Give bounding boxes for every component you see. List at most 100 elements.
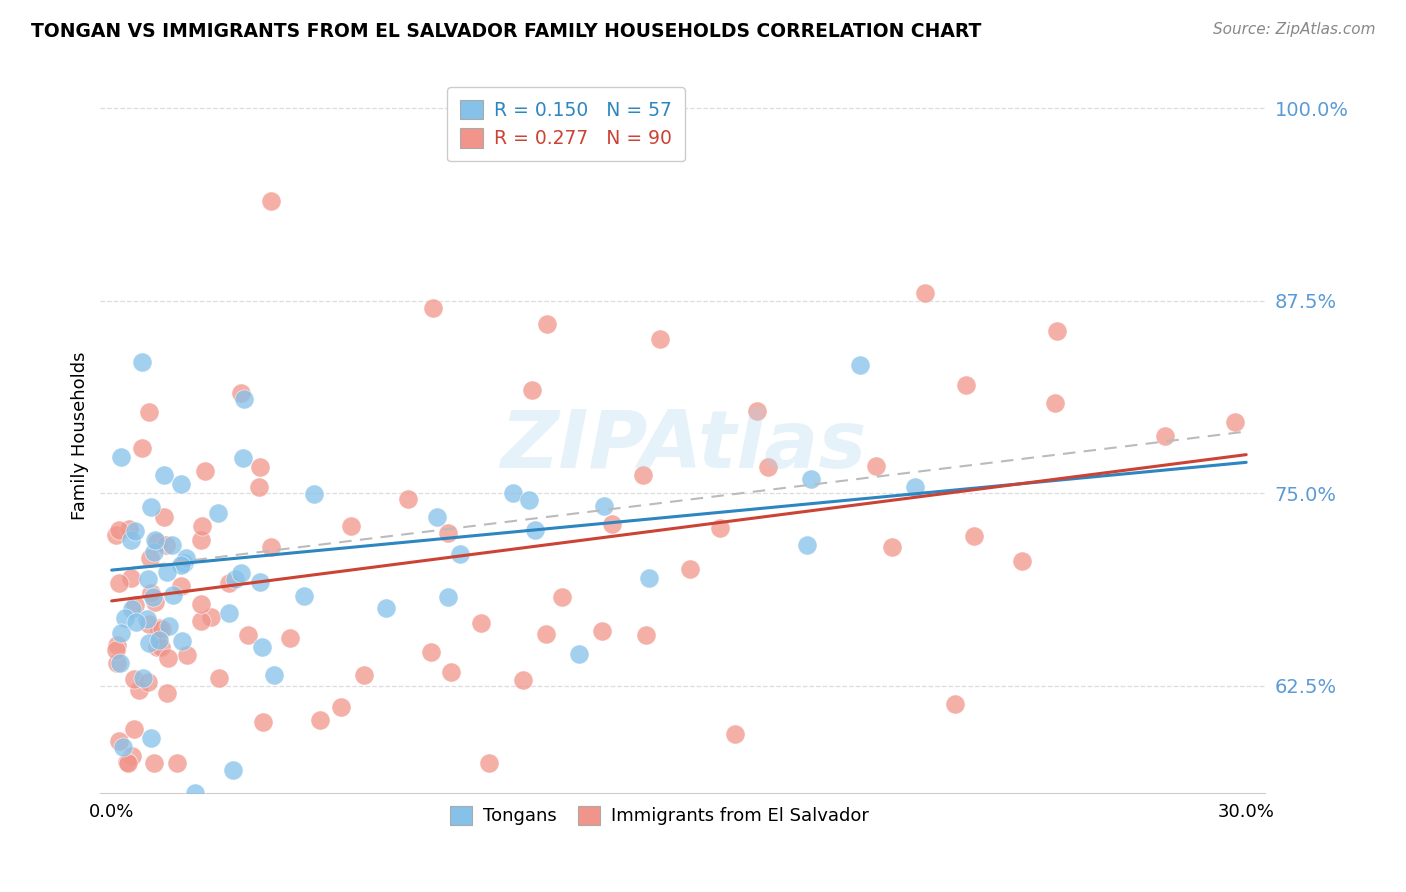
Y-axis label: Family Households: Family Households <box>72 351 89 520</box>
Point <box>224 572 246 586</box>
Point <box>141 731 163 745</box>
Point <box>190 597 212 611</box>
Point <box>440 665 463 679</box>
Point <box>249 459 271 474</box>
Point <box>437 590 460 604</box>
Point <box>136 612 159 626</box>
Point <box>124 598 146 612</box>
Point <box>131 442 153 456</box>
Point <box>478 756 501 770</box>
Point <box>849 358 872 372</box>
Point <box>593 499 616 513</box>
Point <box>534 627 557 641</box>
Point <box>591 624 613 638</box>
Point <box>252 715 274 730</box>
Legend: Tongans, Immigrants from El Salvador: Tongans, Immigrants from El Salvador <box>441 797 877 834</box>
Point <box>105 657 128 671</box>
Point <box>114 611 136 625</box>
Point <box>1043 395 1066 409</box>
Point <box>153 510 176 524</box>
Point <box>112 740 135 755</box>
Point <box>172 634 194 648</box>
Point <box>249 575 271 590</box>
Point <box>517 492 540 507</box>
Point <box>955 377 977 392</box>
Point <box>278 631 301 645</box>
Point <box>207 507 229 521</box>
Point <box>502 485 524 500</box>
Point <box>148 632 170 647</box>
Point <box>747 404 769 418</box>
Point <box>232 392 254 406</box>
Point <box>148 627 170 641</box>
Point <box>426 510 449 524</box>
Point <box>104 643 127 657</box>
Point <box>115 755 138 769</box>
Point <box>512 673 534 687</box>
Point <box>1153 429 1175 443</box>
Point <box>396 492 419 507</box>
Point <box>865 458 887 473</box>
Point <box>190 533 212 547</box>
Point <box>600 516 623 531</box>
Point <box>157 618 180 632</box>
Point <box>259 540 281 554</box>
Point <box>1223 415 1246 429</box>
Point <box>110 656 132 670</box>
Point <box>218 606 240 620</box>
Point <box>550 590 572 604</box>
Point <box>292 589 315 603</box>
Point <box>648 332 671 346</box>
Point <box>800 472 823 486</box>
Point <box>139 551 162 566</box>
Text: TONGAN VS IMMIGRANTS FROM EL SALVADOR FAMILY HOUSEHOLDS CORRELATION CHART: TONGAN VS IMMIGRANTS FROM EL SALVADOR FA… <box>31 22 981 41</box>
Point <box>709 520 731 534</box>
Point <box>138 617 160 632</box>
Point <box>194 464 217 478</box>
Point <box>353 667 375 681</box>
Point <box>796 538 818 552</box>
Point <box>422 301 444 316</box>
Point <box>679 561 702 575</box>
Point <box>138 636 160 650</box>
Point <box>375 601 398 615</box>
Point <box>880 540 903 554</box>
Point <box>200 610 222 624</box>
Point <box>155 537 177 551</box>
Point <box>302 487 325 501</box>
Point <box>756 460 779 475</box>
Point <box>148 621 170 635</box>
Point <box>162 587 184 601</box>
Point <box>914 285 936 300</box>
Point <box>157 651 180 665</box>
Point <box>437 525 460 540</box>
Point <box>138 405 160 419</box>
Point <box>128 683 150 698</box>
Point <box>176 648 198 662</box>
Point <box>121 748 143 763</box>
Point <box>145 640 167 655</box>
Point <box>132 672 155 686</box>
Point <box>637 571 659 585</box>
Point <box>536 317 558 331</box>
Point <box>309 713 332 727</box>
Point <box>136 674 159 689</box>
Point <box>229 385 252 400</box>
Point <box>124 524 146 538</box>
Point <box>120 533 142 547</box>
Point <box>330 700 353 714</box>
Point <box>963 529 986 543</box>
Point <box>222 764 245 778</box>
Point <box>117 756 139 770</box>
Point <box>156 566 179 580</box>
Point <box>724 726 747 740</box>
Point <box>184 786 207 800</box>
Point <box>122 672 145 686</box>
Point <box>173 556 195 570</box>
Point <box>522 383 544 397</box>
Point <box>120 571 142 585</box>
Point <box>170 558 193 572</box>
Point <box>156 686 179 700</box>
Point <box>263 668 285 682</box>
Point <box>125 615 148 629</box>
